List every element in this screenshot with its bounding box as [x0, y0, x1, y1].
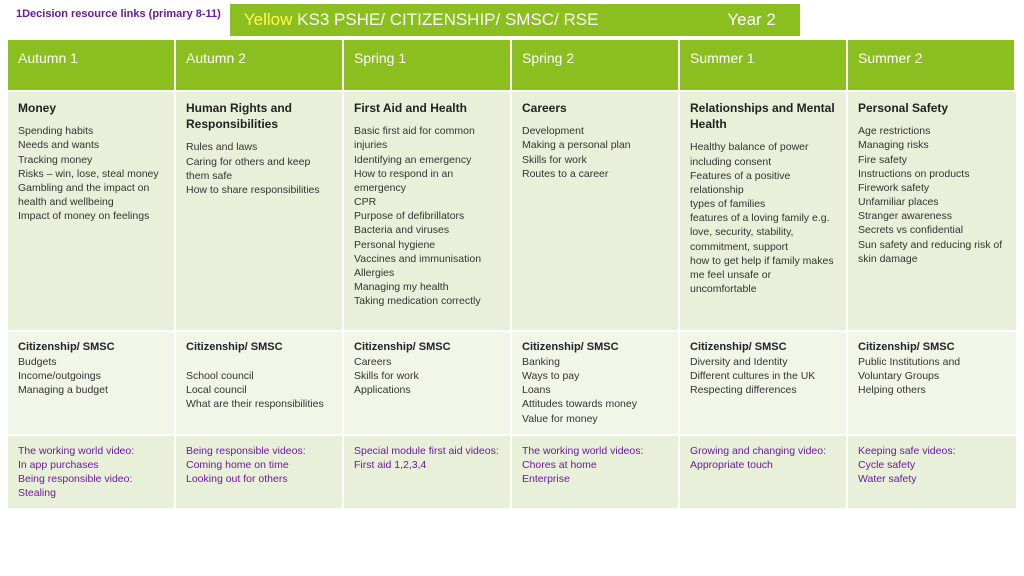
topic-cell: Careers Development Making a personal pla… [512, 90, 680, 330]
video-items: Being responsible videos: Coming home on… [186, 444, 332, 487]
topic-items: Healthy balance of power including conse… [690, 140, 836, 296]
citizenship-cell: Citizenship/ SMSCBudgets Income/outgoing… [8, 330, 176, 434]
topic-items: Age restrictions Managing risks Fire saf… [858, 124, 1006, 266]
topic-cell: First Aid and Health Basic first aid for … [344, 90, 512, 330]
banner-rest: KS3 PSHE/ CITIZENSHIP/ SMSC/ RSE [292, 10, 598, 29]
video-items: Growing and changing video: Appropriate … [690, 444, 836, 472]
topic-title: Human Rights and Responsibilities [186, 100, 332, 132]
topic-cell: Relationships and Mental Health Healthy b… [680, 90, 848, 330]
topic-title: Careers [522, 100, 668, 116]
citizenship-cell: Citizenship/ SMSCCareers Skills for work… [344, 330, 512, 434]
topic-cell: Human Rights and Responsibilities Rules a… [176, 90, 344, 330]
video-cell: The working world video: In app purchase… [8, 434, 176, 509]
topic-items: Basic first aid for common injuries Iden… [354, 124, 500, 308]
topic-items: Development Making a personal plan Skill… [522, 124, 668, 181]
topic-title: First Aid and Health [354, 100, 500, 116]
citizenship-items: Careers Skills for work Applications [354, 355, 500, 398]
topic-items: Rules and laws Caring for others and kee… [186, 140, 332, 197]
topic-cell: Money Spending habits Needs and wants Tra… [8, 90, 176, 330]
citizenship-title: Citizenship/ SMSC [858, 340, 1006, 355]
course-banner: Yellow KS3 PSHE/ CITIZENSHIP/ SMSC/ RSE … [230, 4, 800, 36]
term-header: Autumn 2 [176, 40, 344, 90]
citizenship-title: Citizenship/ SMSC [522, 340, 668, 355]
citizenship-items: Public Institutions and Voluntary Groups… [858, 355, 1006, 398]
curriculum-grid: Autumn 1Autumn 2Spring 1Spring 2Summer 1… [8, 40, 1016, 508]
term-header: Autumn 1 [8, 40, 176, 90]
video-items: The working world videos: Chores at home… [522, 444, 668, 487]
citizenship-cell: Citizenship/ SMSCPublic Institutions and… [848, 330, 1016, 434]
citizenship-title: Citizenship/ SMSC [354, 340, 500, 355]
term-header: Spring 1 [344, 40, 512, 90]
citizenship-cell: Citizenship/ SMSC School council Local c… [176, 330, 344, 434]
term-header: Summer 1 [680, 40, 848, 90]
video-items: Special module first aid videos: First a… [354, 444, 500, 472]
term-header: Summer 2 [848, 40, 1016, 90]
citizenship-items: Budgets Income/outgoings Managing a budg… [18, 355, 164, 398]
video-cell: The working world videos: Chores at home… [512, 434, 680, 509]
citizenship-items: Banking Ways to pay Loans Attitudes towa… [522, 355, 668, 426]
banner-year: Year 2 [727, 10, 776, 30]
topic-items: Spending habits Needs and wants Tracking… [18, 124, 164, 223]
topic-title: Relationships and Mental Health [690, 100, 836, 132]
citizenship-items: Diversity and Identity Different culture… [690, 355, 836, 398]
video-cell: Being responsible videos: Coming home on… [176, 434, 344, 509]
term-header: Spring 2 [512, 40, 680, 90]
video-items: The working world video: In app purchase… [18, 444, 164, 501]
citizenship-cell: Citizenship/ SMSCBanking Ways to pay Loa… [512, 330, 680, 434]
citizenship-title: Citizenship/ SMSC [186, 340, 332, 355]
video-cell: Keeping safe videos: Cycle safety Water … [848, 434, 1016, 509]
citizenship-title: Citizenship/ SMSC [18, 340, 164, 355]
topic-title: Personal Safety [858, 100, 1006, 116]
topic-title: Money [18, 100, 164, 116]
banner-yellow-word: Yellow [244, 10, 293, 29]
topic-cell: Personal Safety Age restrictions Managing… [848, 90, 1016, 330]
resource-link[interactable]: 1Decision resource links (primary 8-11) [0, 0, 221, 24]
citizenship-items: School council Local council What are th… [186, 355, 332, 412]
video-items: Keeping safe videos: Cycle safety Water … [858, 444, 1006, 487]
citizenship-title: Citizenship/ SMSC [690, 340, 836, 355]
video-cell: Growing and changing video: Appropriate … [680, 434, 848, 509]
video-cell: Special module first aid videos: First a… [344, 434, 512, 509]
citizenship-cell: Citizenship/ SMSCDiversity and Identity … [680, 330, 848, 434]
